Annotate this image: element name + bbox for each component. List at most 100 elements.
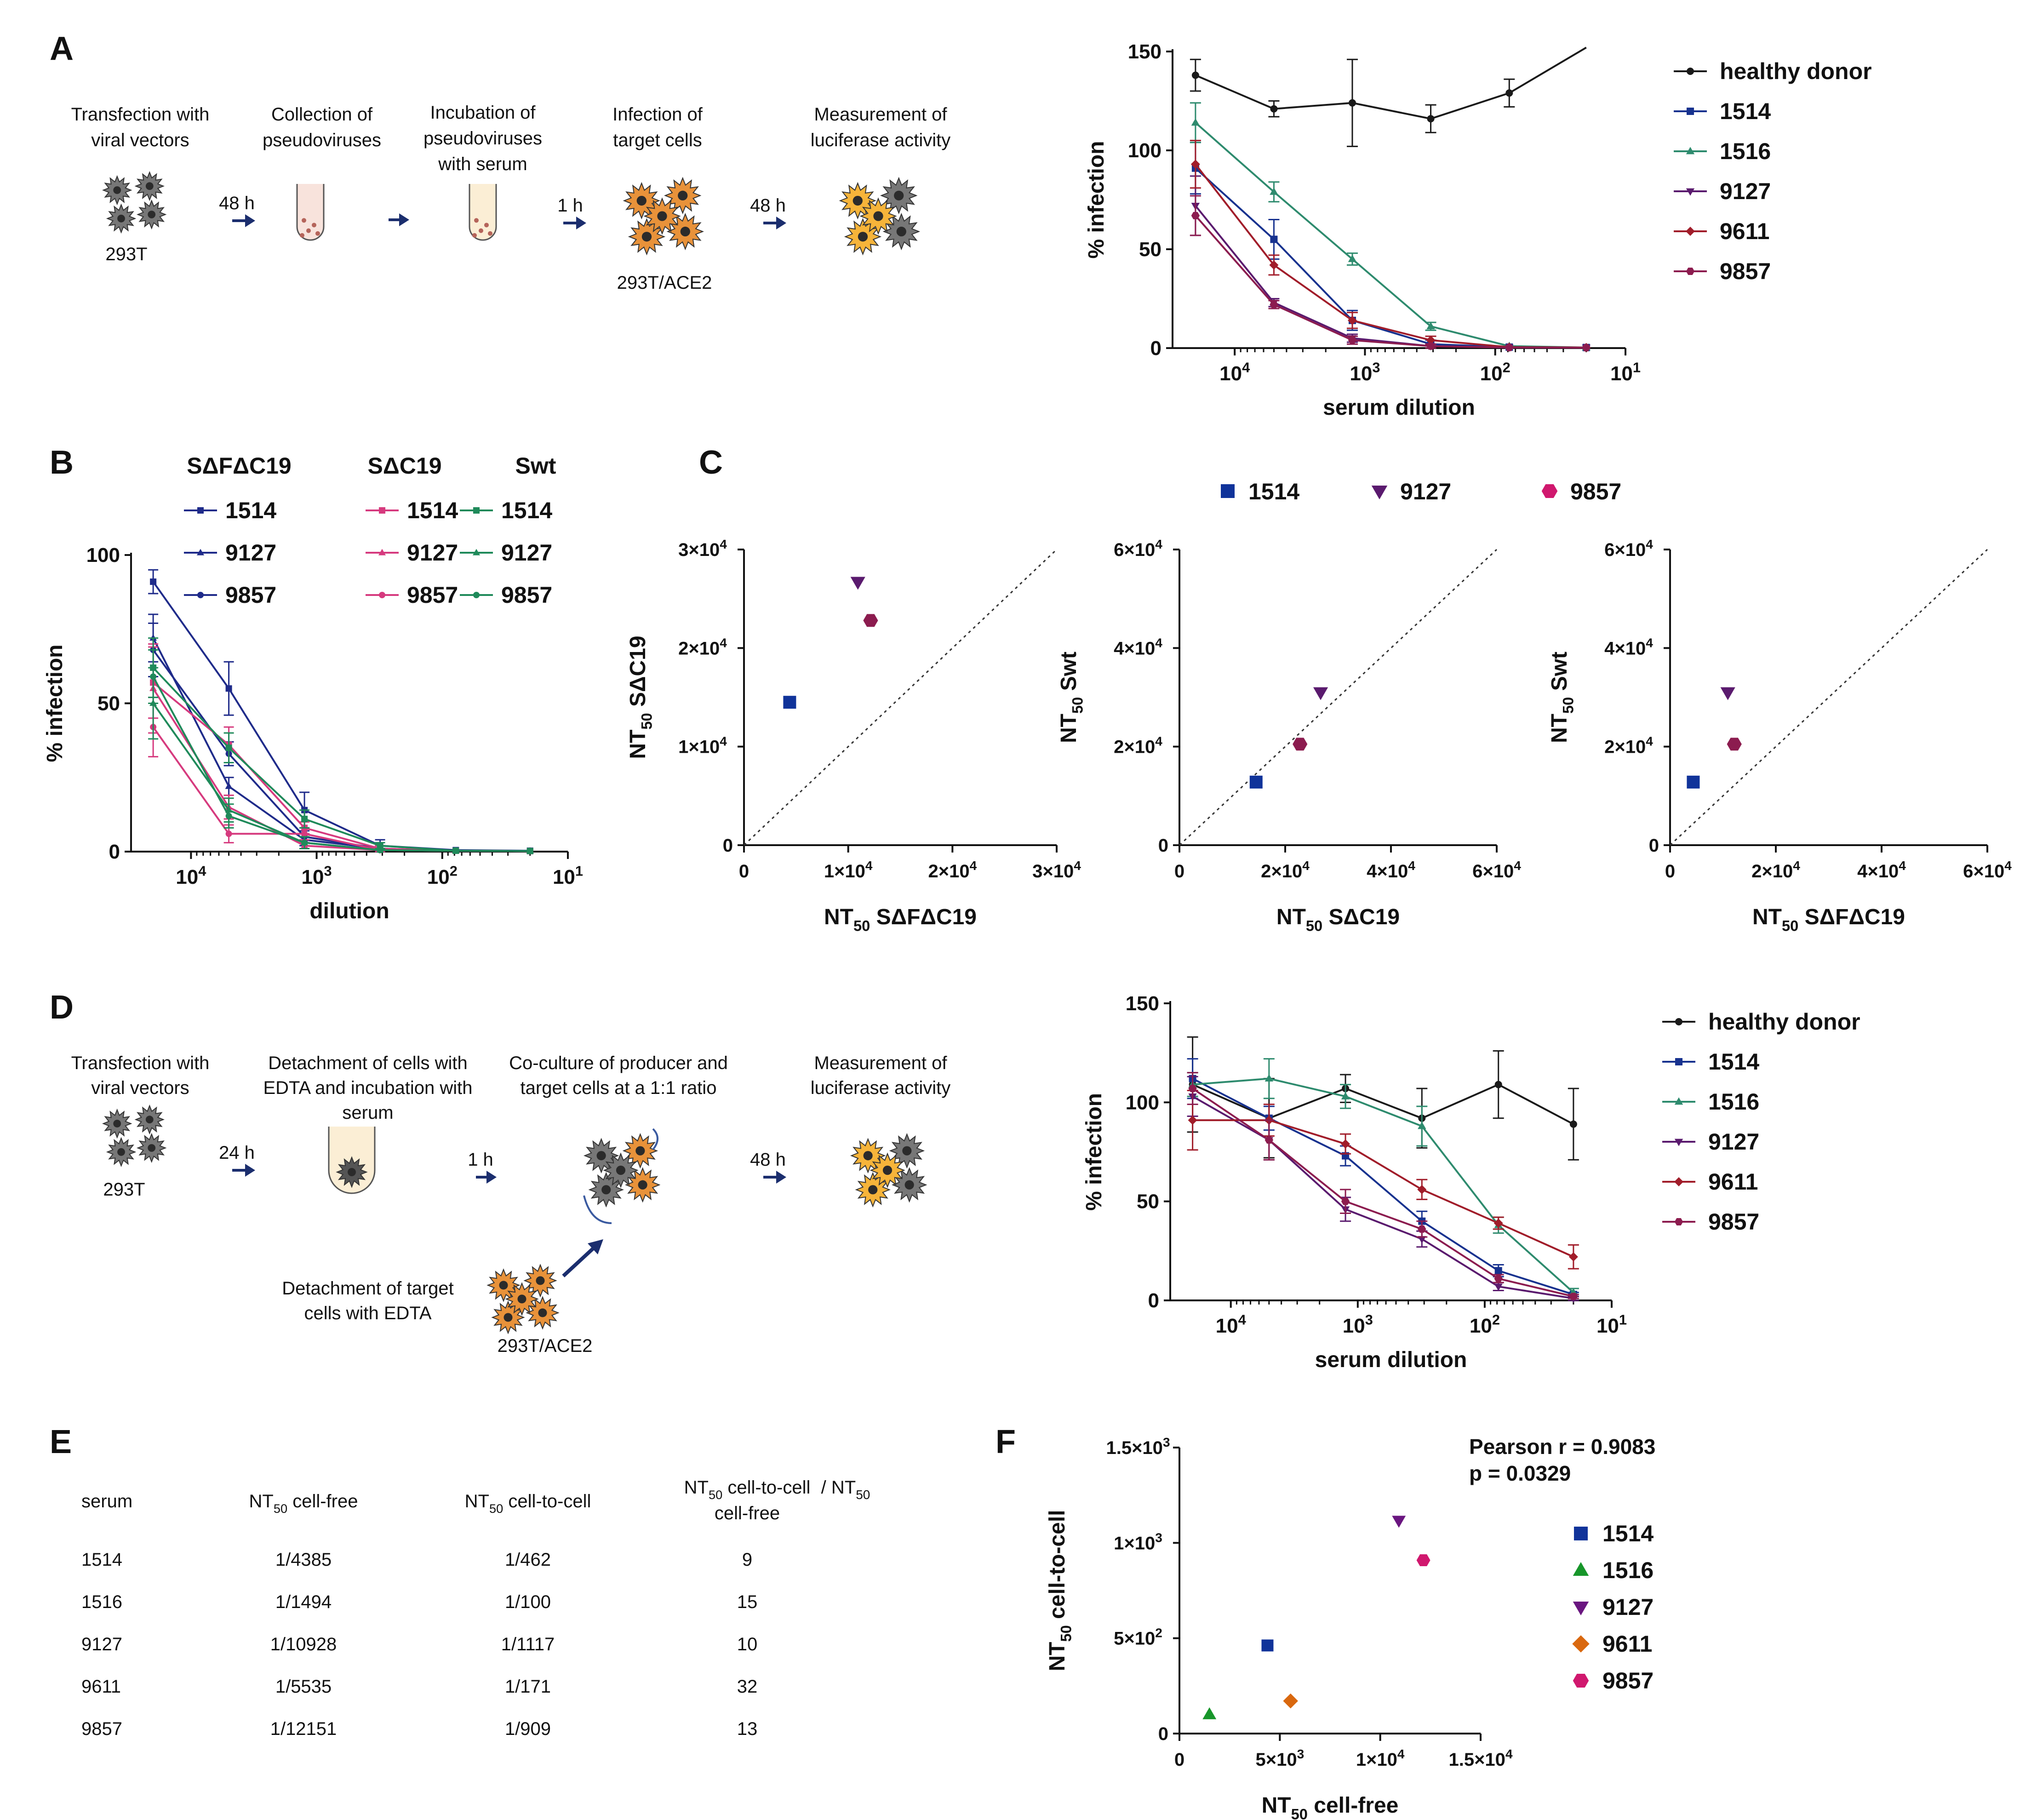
x-tick-label: 102: [1470, 1311, 1500, 1337]
table-header: cell-free: [715, 1503, 780, 1523]
data-point-1514: [1687, 775, 1700, 789]
table-cell: 9127: [81, 1634, 122, 1654]
cell-icon: [603, 1152, 639, 1188]
data-point: [1348, 336, 1357, 344]
x-tick-label: 103: [302, 863, 332, 888]
legend-label: 1514: [501, 498, 552, 523]
cell-nucleus: [145, 1116, 154, 1124]
data-point: [1493, 1219, 1503, 1228]
data-point: [1265, 1074, 1274, 1082]
schematic-d-step-text: EDTA and incubation with: [263, 1078, 472, 1098]
producer-cells-icon: [102, 1105, 167, 1167]
cell-icon: [137, 1133, 167, 1163]
table-cell: 1/1494: [275, 1592, 332, 1612]
schematic-d-step-text: luciferase activity: [811, 1078, 951, 1098]
arrow-icon: [476, 1171, 497, 1184]
table-e: serum NT50 cell-free NT50 cell-to-cell NT50…: [81, 1477, 870, 1739]
data-point-9127: [1313, 687, 1328, 700]
legend-marker: [1675, 1058, 1682, 1065]
arrow-icon: [763, 1171, 786, 1184]
schematic-a-step-text: Transfection with: [71, 104, 210, 125]
data-point: [1265, 1136, 1274, 1144]
panel-letter-a: A: [50, 30, 74, 67]
x-axis-label: serum dilution: [1323, 395, 1475, 420]
y-axis-label: % infection: [1082, 1093, 1106, 1211]
table-cell: 9857: [81, 1719, 122, 1739]
arrow-icon: [389, 213, 409, 226]
legend-label: 9857: [1708, 1209, 1759, 1235]
legend-marker: [1687, 68, 1694, 75]
cell-nucleus: [896, 226, 906, 237]
series-line: [152, 581, 530, 852]
legend-label: 9857: [1602, 1668, 1654, 1694]
identity-line: [1669, 549, 1988, 846]
cell-nucleus: [882, 1165, 893, 1175]
y-axis-label: NT50 Swt: [1547, 652, 1576, 743]
legend-marker: [1687, 108, 1694, 115]
cell-icon: [882, 212, 920, 251]
y-tick-label: 100: [1128, 139, 1162, 162]
data-point: [1341, 1139, 1350, 1149]
schematic-a-time: 1 h: [557, 195, 583, 216]
mixing-arc: [583, 1195, 612, 1224]
cell-nucleus: [638, 1180, 647, 1190]
cell-icon: [526, 1296, 560, 1330]
arrow-icon: [232, 214, 255, 227]
cell-nucleus: [145, 182, 154, 190]
arrow-head: [486, 1171, 497, 1184]
table-cell: 1/462: [505, 1550, 551, 1570]
data-point: [1494, 1275, 1503, 1282]
table-header: NT50 cell-to-cell: [684, 1477, 811, 1502]
series-line: [152, 676, 530, 852]
tube-body: [296, 184, 325, 241]
legend-label: 9857: [225, 582, 276, 608]
y-tick-label: 100: [86, 544, 120, 567]
legend-label: 9127: [407, 540, 458, 566]
y-tick-label: 6×104: [1114, 537, 1162, 560]
y-tick-label: 100: [1126, 1091, 1159, 1114]
legend-label: 9127: [501, 540, 552, 566]
x-tick-label: 102: [427, 863, 458, 888]
y-tick-label: 0: [1158, 1724, 1168, 1744]
schematic-a-step-text: pseudoviruses: [263, 130, 381, 150]
legend-label: 1516: [1708, 1089, 1759, 1115]
schematic-a-time: 48 h: [750, 195, 786, 216]
arrow-head: [399, 213, 409, 226]
data-point: [1270, 105, 1278, 113]
legend-b: SΔFΔC19 SΔC19 Swt 1514 9127 9857 1514 9127 9857 1…: [184, 453, 556, 608]
virus-dot: [300, 233, 304, 238]
y-tick-label: 150: [1128, 40, 1162, 63]
legend-label: 1514: [1720, 98, 1771, 124]
cell-nucleus: [499, 1281, 508, 1290]
cell-nucleus: [148, 1144, 156, 1152]
schematic-a-step-text: target cells: [613, 130, 702, 150]
cell-nucleus: [635, 1146, 645, 1156]
schematic-d-step-text: Co-culture of producer and: [509, 1053, 728, 1073]
legend-marker: [1675, 1018, 1682, 1025]
legend-label: 1514: [1602, 1521, 1654, 1546]
x-axis-label: serum dilution: [1315, 1348, 1467, 1372]
schematic-a-step-text: Collection of: [271, 104, 373, 125]
legend-label: 9857: [1720, 258, 1771, 284]
data-point: [150, 673, 157, 680]
y-tick-label: 50: [1137, 1190, 1159, 1213]
arrow-shaft: [562, 1247, 595, 1277]
table-header: / NT50: [821, 1477, 870, 1502]
data-point: [150, 578, 157, 585]
arrow-icon: [563, 217, 586, 229]
data-point: [1269, 260, 1279, 270]
data-point: [452, 847, 459, 854]
y-tick-label: 4×104: [1604, 635, 1653, 658]
legend-label: 9127: [1720, 178, 1771, 204]
schematic-d-target-text: cells with EDTA: [304, 1303, 431, 1323]
series-line: [152, 681, 530, 852]
luciferase-cells-icon: [839, 177, 920, 256]
panel-letter-c: C: [699, 444, 723, 481]
virus-dot: [479, 228, 483, 233]
legend-marker: [1541, 484, 1558, 498]
virus-dot: [306, 228, 311, 233]
coculture-cells-icon: [583, 1133, 661, 1208]
legend-label: healthy donor: [1720, 58, 1872, 84]
legend-label: 9611: [1708, 1169, 1758, 1195]
table-cell: 1/100: [505, 1592, 551, 1612]
